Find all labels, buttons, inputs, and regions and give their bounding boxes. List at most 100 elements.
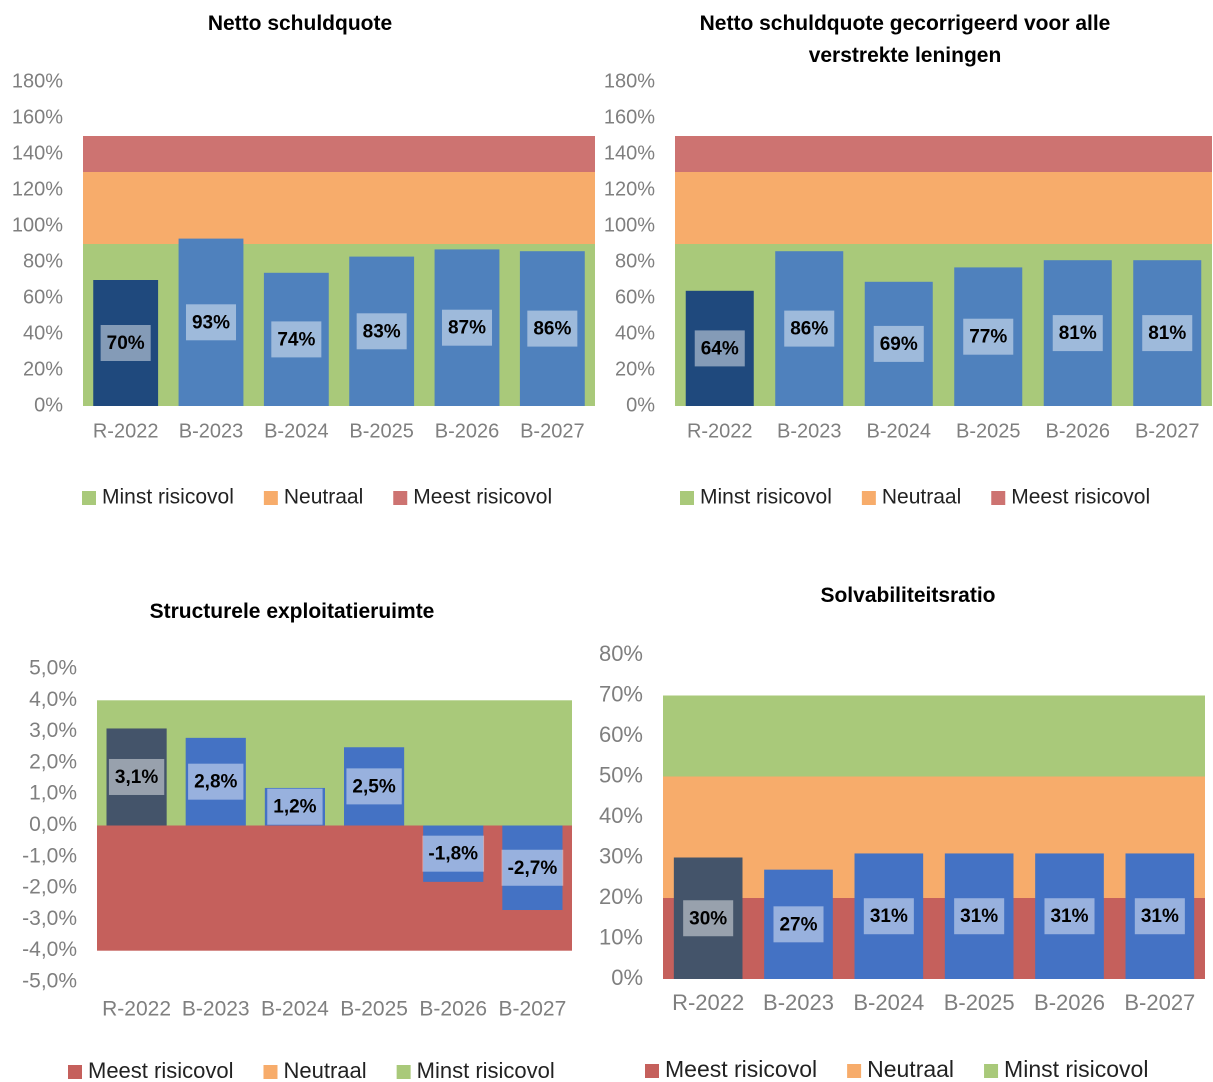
- legend-swatch: [393, 491, 408, 505]
- x-tick-label: B-2025: [349, 420, 414, 442]
- data-label: 27%: [779, 914, 817, 935]
- risk-band: [663, 776, 1205, 898]
- data-label-box: [527, 310, 578, 347]
- bar: [864, 281, 933, 406]
- x-tick-label: B-2023: [182, 998, 250, 1021]
- data-label: 64%: [701, 338, 739, 359]
- y-tick-label: 5,0%: [29, 657, 77, 680]
- data-label: 31%: [870, 906, 908, 927]
- x-tick-label: B-2026: [435, 420, 500, 442]
- legend-label: Neutraal: [284, 486, 363, 509]
- data-label: 2,5%: [352, 776, 395, 797]
- data-label-box: [863, 898, 914, 935]
- chart-title: Netto schuldquote: [207, 12, 393, 35]
- legend-swatch: [263, 1065, 278, 1079]
- data-label-box: [185, 304, 237, 341]
- legend-swatch: [68, 1065, 82, 1079]
- x-tick-label: B-2023: [179, 420, 244, 442]
- data-label: 81%: [1148, 323, 1186, 344]
- y-tick-label: 20%: [23, 358, 63, 380]
- legend-label: Minst risicovol: [102, 486, 234, 509]
- bar: [93, 280, 159, 406]
- y-tick-label: -1,0%: [22, 844, 77, 867]
- y-tick-label: -2,0%: [22, 876, 77, 899]
- y-tick-label: 50%: [599, 762, 643, 787]
- data-label: 30%: [689, 908, 727, 929]
- legend-label: Meest risicovol: [1011, 486, 1150, 509]
- data-label: 31%: [960, 906, 998, 927]
- x-tick-label: B-2024: [867, 420, 932, 442]
- y-tick-label: 80%: [23, 250, 63, 272]
- bar: [263, 272, 329, 406]
- data-label-box: [1142, 315, 1193, 352]
- data-label-box: [963, 318, 1014, 355]
- legend-label: Meest risicovol: [88, 1058, 233, 1082]
- legend-swatch: [396, 1065, 411, 1079]
- y-tick-label: 20%: [599, 884, 643, 909]
- legend-swatch: [847, 1064, 862, 1078]
- data-label: 81%: [1059, 323, 1097, 344]
- legend-label: Meest risicovol: [665, 1056, 817, 1082]
- y-tick-label: 2,0%: [29, 750, 77, 773]
- x-tick-label: B-2024: [264, 420, 329, 442]
- y-tick-label: 160%: [604, 106, 655, 128]
- data-label-box: [267, 788, 323, 825]
- data-label: 31%: [1050, 906, 1088, 927]
- x-tick-label: B-2027: [1124, 990, 1195, 1015]
- bar: [1035, 853, 1104, 979]
- chart-title: Solvabiliteitsratio: [820, 584, 996, 607]
- bar: [954, 267, 1023, 406]
- y-tick-label: 120%: [12, 178, 63, 200]
- y-tick-label: 80%: [599, 641, 643, 666]
- risk-band: [97, 700, 572, 826]
- data-label-box: [422, 835, 485, 872]
- y-tick-label: 20%: [615, 358, 655, 380]
- data-label-box: [784, 310, 835, 347]
- y-tick-label: 60%: [615, 286, 655, 308]
- risk-band: [83, 136, 595, 172]
- legend-swatch: [645, 1064, 659, 1078]
- y-tick-label: 140%: [604, 142, 655, 164]
- data-label-box: [873, 325, 924, 362]
- bar: [349, 256, 415, 406]
- y-tick-label: 0,0%: [29, 813, 77, 836]
- y-tick-label: 140%: [12, 142, 63, 164]
- data-label: 74%: [277, 329, 315, 350]
- y-tick-label: 40%: [599, 803, 643, 828]
- bar: [178, 238, 244, 406]
- y-tick-label: 0%: [626, 394, 655, 416]
- legend-label: Minst risicovol: [1004, 1056, 1148, 1082]
- legend-swatch: [991, 491, 1006, 505]
- x-tick-label: B-2027: [520, 420, 585, 442]
- y-tick-label: 100%: [604, 214, 655, 236]
- y-tick-label: 40%: [23, 322, 63, 344]
- y-tick-label: 4,0%: [29, 688, 77, 711]
- data-label-box: [773, 906, 824, 943]
- data-label: 70%: [107, 333, 145, 354]
- x-tick-label: B-2026: [1046, 420, 1111, 442]
- risk-band: [663, 898, 1205, 979]
- risk-band: [663, 695, 1205, 777]
- x-tick-label: B-2026: [419, 998, 487, 1021]
- chart-title: Netto schuldquote gecorrigeerd voor alle…: [699, 12, 1111, 67]
- data-label: 86%: [790, 319, 828, 340]
- legend-swatch: [984, 1064, 999, 1078]
- bar: [519, 251, 585, 406]
- legend-label: Minst risicovol: [417, 1058, 555, 1082]
- data-label-box: [441, 309, 493, 346]
- data-label: 86%: [533, 319, 571, 340]
- data-label: 31%: [1141, 906, 1179, 927]
- data-label-box: [954, 898, 1005, 935]
- data-label: 1,2%: [273, 797, 316, 818]
- data-label: -2,7%: [508, 858, 558, 879]
- y-tick-label: -4,0%: [22, 938, 77, 961]
- data-label-box: [1044, 898, 1095, 935]
- y-tick-label: 3,0%: [29, 719, 77, 742]
- bar: [764, 869, 833, 979]
- data-label: 77%: [969, 327, 1007, 348]
- x-tick-label: B-2025: [340, 998, 408, 1021]
- data-label-box: [271, 321, 322, 358]
- x-tick-label: R-2022: [672, 990, 744, 1015]
